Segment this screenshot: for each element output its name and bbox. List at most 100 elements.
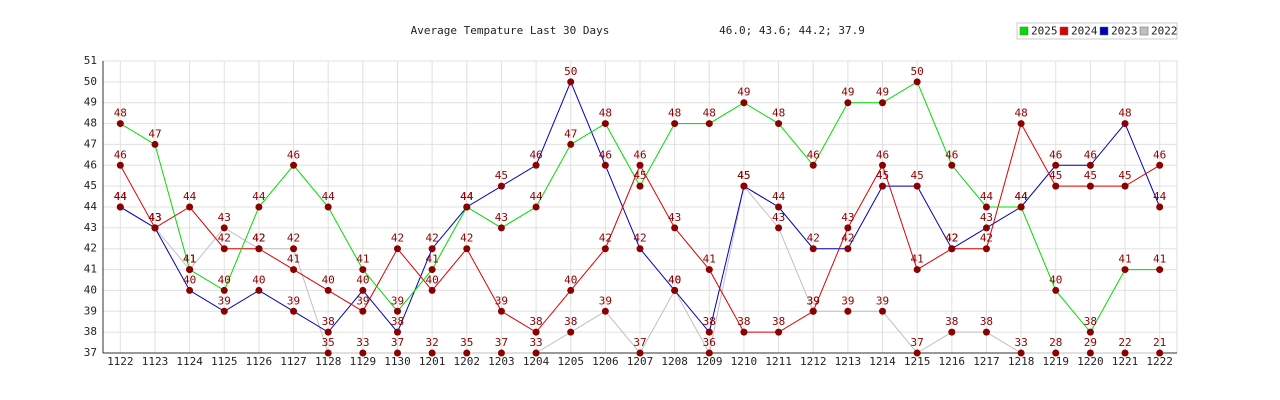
x-tick-label: 1129	[350, 355, 377, 368]
x-tick-label: 1217	[973, 355, 1000, 368]
data-label: 44	[183, 190, 197, 203]
data-point	[567, 140, 575, 148]
data-label: 38	[703, 315, 716, 328]
data-label: 48	[599, 107, 612, 120]
data-point	[879, 161, 887, 169]
data-label: 41	[1118, 253, 1131, 266]
x-tick-label: 1126	[246, 355, 273, 368]
data-point	[324, 328, 332, 336]
data-point	[601, 245, 609, 253]
y-tick-label: 43	[84, 221, 97, 234]
data-point	[1086, 182, 1094, 190]
data-point	[186, 203, 194, 211]
data-point	[428, 266, 436, 274]
data-label: 37	[391, 336, 404, 349]
data-label: 40	[426, 273, 439, 286]
x-tick-label: 1222	[1146, 355, 1173, 368]
data-point	[844, 99, 852, 107]
data-point	[151, 140, 159, 148]
data-point	[982, 245, 990, 253]
data-label: 48	[703, 107, 716, 120]
legend-label: 2023	[1111, 25, 1138, 38]
x-tick-label: 1124	[176, 355, 203, 368]
data-label: 45	[633, 169, 646, 182]
data-point	[1086, 328, 1094, 336]
data-label: 49	[841, 86, 854, 99]
data-label: 47	[148, 127, 161, 140]
data-label: 33	[1014, 336, 1027, 349]
data-label: 39	[841, 294, 854, 307]
data-label: 42	[287, 232, 300, 245]
data-point	[740, 182, 748, 190]
x-tick-label: 1212	[800, 355, 827, 368]
data-label: 44	[1014, 190, 1028, 203]
x-tick-label: 1209	[696, 355, 723, 368]
data-point	[601, 161, 609, 169]
data-point	[1156, 203, 1164, 211]
data-point	[497, 224, 505, 232]
data-label: 42	[599, 232, 612, 245]
data-point	[1121, 120, 1129, 128]
data-point	[1052, 161, 1060, 169]
data-point	[393, 307, 401, 315]
data-point	[879, 307, 887, 315]
data-point	[220, 245, 228, 253]
x-tick-label: 1206	[592, 355, 619, 368]
legend-swatch	[1139, 26, 1149, 36]
data-label: 41	[1153, 253, 1166, 266]
y-tick-label: 46	[84, 158, 97, 171]
data-label: 32	[426, 336, 439, 349]
data-label: 46	[807, 148, 820, 161]
data-label: 48	[1118, 107, 1131, 120]
data-label: 42	[426, 232, 439, 245]
data-label: 48	[114, 107, 127, 120]
x-tick-label: 1210	[731, 355, 758, 368]
x-tick-label: 1215	[904, 355, 931, 368]
data-point	[1017, 120, 1025, 128]
y-tick-label: 41	[84, 263, 97, 276]
data-label: 28	[1049, 336, 1062, 349]
data-label: 41	[911, 253, 924, 266]
data-label: 38	[1084, 315, 1097, 328]
y-tick-label: 42	[84, 242, 97, 255]
data-point	[913, 349, 921, 357]
data-label: 38	[322, 315, 335, 328]
data-label: 44	[1014, 190, 1028, 203]
legend-swatch	[1099, 26, 1109, 36]
data-point	[1121, 266, 1129, 274]
x-tick-label: 1213	[835, 355, 862, 368]
data-point	[116, 120, 124, 128]
data-label: 46	[633, 148, 646, 161]
data-point	[1121, 349, 1129, 357]
data-label: 36	[703, 336, 716, 349]
data-label: 43	[148, 211, 161, 224]
data-point	[497, 182, 505, 190]
data-label: 37	[633, 336, 646, 349]
y-tick-label: 50	[84, 75, 97, 88]
data-label: 39	[287, 294, 300, 307]
data-point	[290, 266, 298, 274]
data-point	[775, 328, 783, 336]
data-label: 37	[495, 336, 508, 349]
data-point	[671, 120, 679, 128]
data-label: 42	[218, 232, 231, 245]
data-point	[532, 203, 540, 211]
data-label: 38	[564, 315, 577, 328]
data-label: 33	[529, 336, 542, 349]
data-label: 44	[529, 190, 543, 203]
x-tick-label: 1203	[488, 355, 515, 368]
data-point	[1086, 161, 1094, 169]
data-point	[393, 328, 401, 336]
data-label: 46	[599, 148, 612, 161]
x-tick-label: 1207	[627, 355, 654, 368]
y-tick-label: 49	[84, 96, 97, 109]
data-point	[1017, 203, 1025, 211]
y-tick-label: 44	[84, 200, 98, 213]
data-point	[775, 203, 783, 211]
data-point	[636, 182, 644, 190]
data-point	[1017, 349, 1025, 357]
data-label: 47	[564, 127, 577, 140]
data-label: 46	[529, 148, 542, 161]
data-point	[636, 245, 644, 253]
